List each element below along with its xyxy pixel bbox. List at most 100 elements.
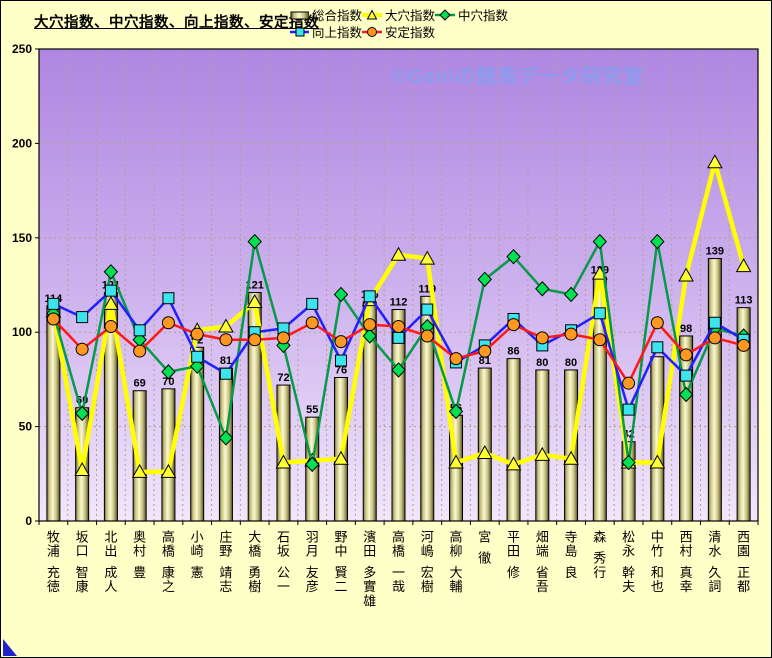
square-marker — [651, 341, 664, 354]
line-series-circle — [46, 312, 751, 390]
diamond-marker — [650, 233, 665, 250]
bar-value-label: 70 — [162, 376, 174, 388]
triangle-marker — [476, 445, 493, 460]
diamond-legend-swatch — [435, 8, 456, 21]
x-category-label: 高橋一哉 — [392, 530, 405, 595]
square-marker — [593, 307, 606, 320]
x-category-label: 宮徹 — [478, 530, 491, 566]
diamond-marker — [218, 430, 234, 446]
x-category-label: 石坂公一 — [277, 530, 290, 595]
x-category-label: 大橋勇樹 — [248, 530, 261, 595]
triangle-marker — [707, 154, 723, 169]
square-marker — [104, 284, 117, 297]
legend-label: 大穴指数 — [385, 9, 436, 23]
circle-marker — [650, 316, 664, 330]
x-category-label: 高橋康之 — [162, 530, 175, 595]
triangle-legend-swatch — [362, 8, 382, 19]
square-marker — [680, 369, 693, 382]
y-tick-label: 100 — [12, 325, 32, 339]
circle-marker — [507, 318, 521, 332]
chart-legend: 総合指数 大穴指数 中穴指数 向上指数 安定指数 — [290, 6, 520, 40]
diamond-marker — [247, 233, 262, 250]
x-category-label: 森秀行 — [593, 530, 606, 580]
triangle-marker — [103, 295, 119, 310]
circle-marker — [363, 318, 377, 332]
circle-marker — [449, 352, 463, 366]
diamond-marker — [103, 264, 119, 280]
circle-marker — [133, 344, 147, 358]
bar — [535, 369, 550, 522]
x-category-label: 奥村豊 — [133, 530, 146, 580]
diamond-marker — [506, 248, 521, 265]
circle-marker — [708, 331, 722, 345]
triangle-marker — [419, 250, 436, 265]
triangle-marker — [246, 293, 263, 308]
bar-value-label: 98 — [680, 323, 692, 335]
y-tick-label: 0 — [25, 514, 32, 528]
circle-marker — [478, 344, 492, 358]
bar-value-label: 81 — [220, 355, 232, 367]
x-category-label: 畑端省吾 — [536, 530, 549, 595]
square-marker — [47, 297, 60, 310]
corner-triangle — [3, 639, 17, 656]
legend-item-diamond: 中穴指数 — [435, 5, 520, 24]
circle-legend-swatch — [362, 26, 382, 37]
x-category-label: 坂口智康 — [76, 530, 89, 595]
circle-marker — [535, 331, 549, 345]
circle-marker — [248, 333, 262, 347]
triangle-marker — [131, 463, 148, 478]
triangle-marker — [275, 454, 292, 469]
triangle-marker — [649, 454, 666, 469]
triangle-marker — [678, 267, 694, 282]
y-tick-label: 250 — [12, 42, 32, 56]
circle-marker — [392, 320, 405, 334]
x-axis-labels: 牧浦充徳 坂口智康 北出成人 奥村豊 高橋康之 小崎憲 庄野靖志 大橋勇樹 石坂公一 羽月友彦 野中… — [47, 530, 750, 609]
x-category-label: 庄野靖志 — [219, 530, 232, 595]
x-category-label: 濱田多實雄 — [363, 530, 376, 609]
circle-marker — [305, 316, 319, 330]
watermark: ©Ganiの競馬データ研究室 — [391, 64, 644, 88]
square-marker — [306, 297, 319, 310]
bar-value-label: 113 — [735, 295, 753, 307]
legend-label: 総合指数 — [311, 9, 362, 23]
x-category-label: 北出成人 — [104, 530, 117, 595]
y-tick-label: 200 — [12, 136, 32, 150]
triangle-marker — [735, 258, 752, 273]
bar-value-label: 86 — [507, 346, 519, 358]
triangle-marker — [160, 463, 177, 478]
x-category-label: 平田修 — [507, 530, 520, 580]
diamond-marker — [391, 362, 406, 378]
circle-marker — [737, 338, 751, 352]
bar-value-label: 76 — [335, 365, 347, 377]
bar-value-label: 72 — [277, 372, 289, 384]
x-category-label: 牧浦充徳 — [47, 530, 60, 595]
legend-label: 安定指数 — [385, 26, 436, 40]
square-legend-swatch — [290, 27, 309, 36]
diamond-marker — [477, 271, 492, 288]
square-marker — [708, 316, 721, 329]
x-category-label: 西村真幸 — [680, 530, 693, 595]
legend-item-bar: 総合指数 — [290, 5, 362, 24]
square-marker — [191, 350, 204, 363]
diamond-marker — [305, 456, 320, 473]
diamond-marker — [333, 286, 349, 303]
bar-value-label: 55 — [306, 404, 318, 416]
y-tick-label: 150 — [12, 231, 32, 245]
diamond-marker — [161, 364, 176, 380]
bar-value-label: 81 — [479, 355, 491, 367]
diamond-marker — [448, 403, 464, 420]
bar — [506, 358, 521, 522]
bar-value-label: 80 — [565, 357, 577, 369]
circle-marker — [679, 348, 693, 362]
triangle-marker — [333, 450, 349, 465]
bar-value-label: 80 — [536, 357, 548, 369]
x-category-label: 清水久詞 — [708, 530, 721, 595]
circle-marker — [276, 331, 290, 345]
diamond-marker — [362, 328, 377, 344]
circle-marker — [161, 316, 175, 330]
triangle-marker — [534, 446, 551, 461]
diamond-marker — [535, 281, 550, 297]
bar-value-label: 112 — [390, 297, 408, 309]
circle-marker — [75, 342, 89, 356]
diamond-marker — [621, 454, 636, 471]
